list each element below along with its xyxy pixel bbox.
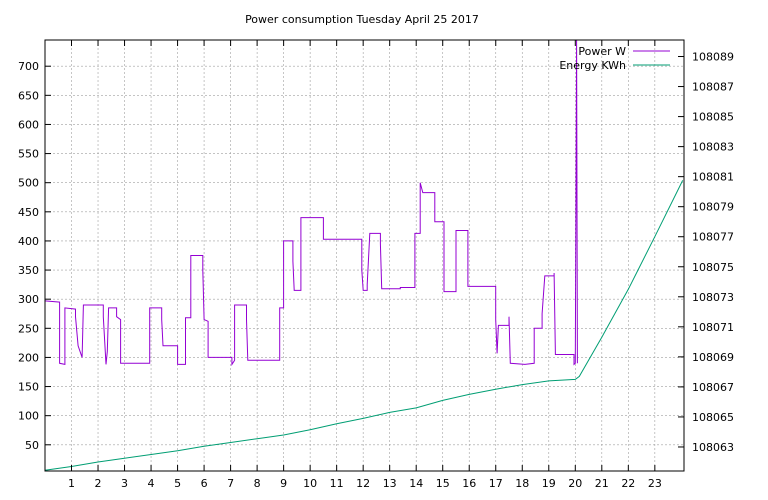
x-tick-label: 22 [621, 477, 635, 490]
y-tick-label: 200 [18, 351, 39, 364]
x-tick-label: 6 [201, 477, 208, 490]
series-line-energy-kwh [44, 180, 684, 471]
x-tick-label: 15 [436, 477, 450, 490]
series-line-power-w [44, 39, 578, 367]
x-tick-label: 9 [280, 477, 287, 490]
y2-tick-label: 108077 [692, 231, 734, 244]
x-tick-label: 19 [542, 477, 556, 490]
y2-tick-label: 108081 [692, 171, 734, 184]
series-layer [44, 39, 684, 471]
y2-tick-label: 108089 [692, 51, 734, 64]
y-tick-label: 400 [18, 235, 39, 248]
y-tick-label: 550 [18, 148, 39, 161]
y2-tick-label: 108067 [692, 381, 734, 394]
y-tick-label: 600 [18, 118, 39, 131]
y-tick-label: 300 [18, 293, 39, 306]
y-tick-label: 500 [18, 177, 39, 190]
legend-label: Power W [578, 45, 626, 58]
y2-tick-label: 108063 [692, 441, 734, 454]
axes: 1 2 3 4 5 6 7 8 9 10 11 12 13 14 15 16 17 18 19 20 21 22 23501… [18, 40, 734, 490]
legend-label: Energy KWh [559, 59, 626, 72]
y2-tick-label: 108075 [692, 261, 734, 274]
x-tick-label: 18 [515, 477, 529, 490]
y2-tick-label: 108073 [692, 291, 734, 304]
y2-tick-label: 108069 [692, 351, 734, 364]
x-tick-label: 20 [568, 477, 582, 490]
x-tick-label: 11 [330, 477, 344, 490]
y-tick-label: 250 [18, 322, 39, 335]
x-tick-label: 5 [174, 477, 181, 490]
y-tick-label: 350 [18, 264, 39, 277]
x-tick-label: 12 [356, 477, 370, 490]
x-tick-label: 13 [383, 477, 397, 490]
y2-tick-label: 108085 [692, 111, 734, 124]
y-tick-label: 650 [18, 89, 39, 102]
x-tick-label: 16 [462, 477, 476, 490]
y2-tick-label: 108071 [692, 321, 734, 334]
x-tick-label: 1 [68, 477, 75, 490]
y-tick-label: 700 [18, 60, 39, 73]
grid-lines [45, 40, 684, 471]
y-tick-label: 50 [25, 439, 39, 452]
y-tick-label: 150 [18, 381, 39, 394]
x-tick-label: 17 [489, 477, 503, 490]
y2-tick-label: 108065 [692, 411, 734, 424]
y2-tick-label: 108087 [692, 81, 734, 94]
y-tick-label: 100 [18, 410, 39, 423]
x-tick-label: 3 [121, 477, 128, 490]
x-tick-label: 21 [595, 477, 609, 490]
x-tick-label: 23 [648, 477, 662, 490]
x-tick-label: 14 [409, 477, 423, 490]
x-tick-label: 8 [254, 477, 261, 490]
chart-title: Power consumption Tuesday April 25 2017 [245, 13, 479, 26]
x-tick-label: 2 [95, 477, 102, 490]
x-tick-label: 7 [227, 477, 234, 490]
y-tick-label: 450 [18, 206, 39, 219]
y2-tick-label: 108079 [692, 201, 734, 214]
plot-frame [44, 39, 685, 472]
x-tick-label: 10 [303, 477, 317, 490]
x-tick-label: 4 [148, 477, 155, 490]
y2-tick-label: 108083 [692, 141, 734, 154]
